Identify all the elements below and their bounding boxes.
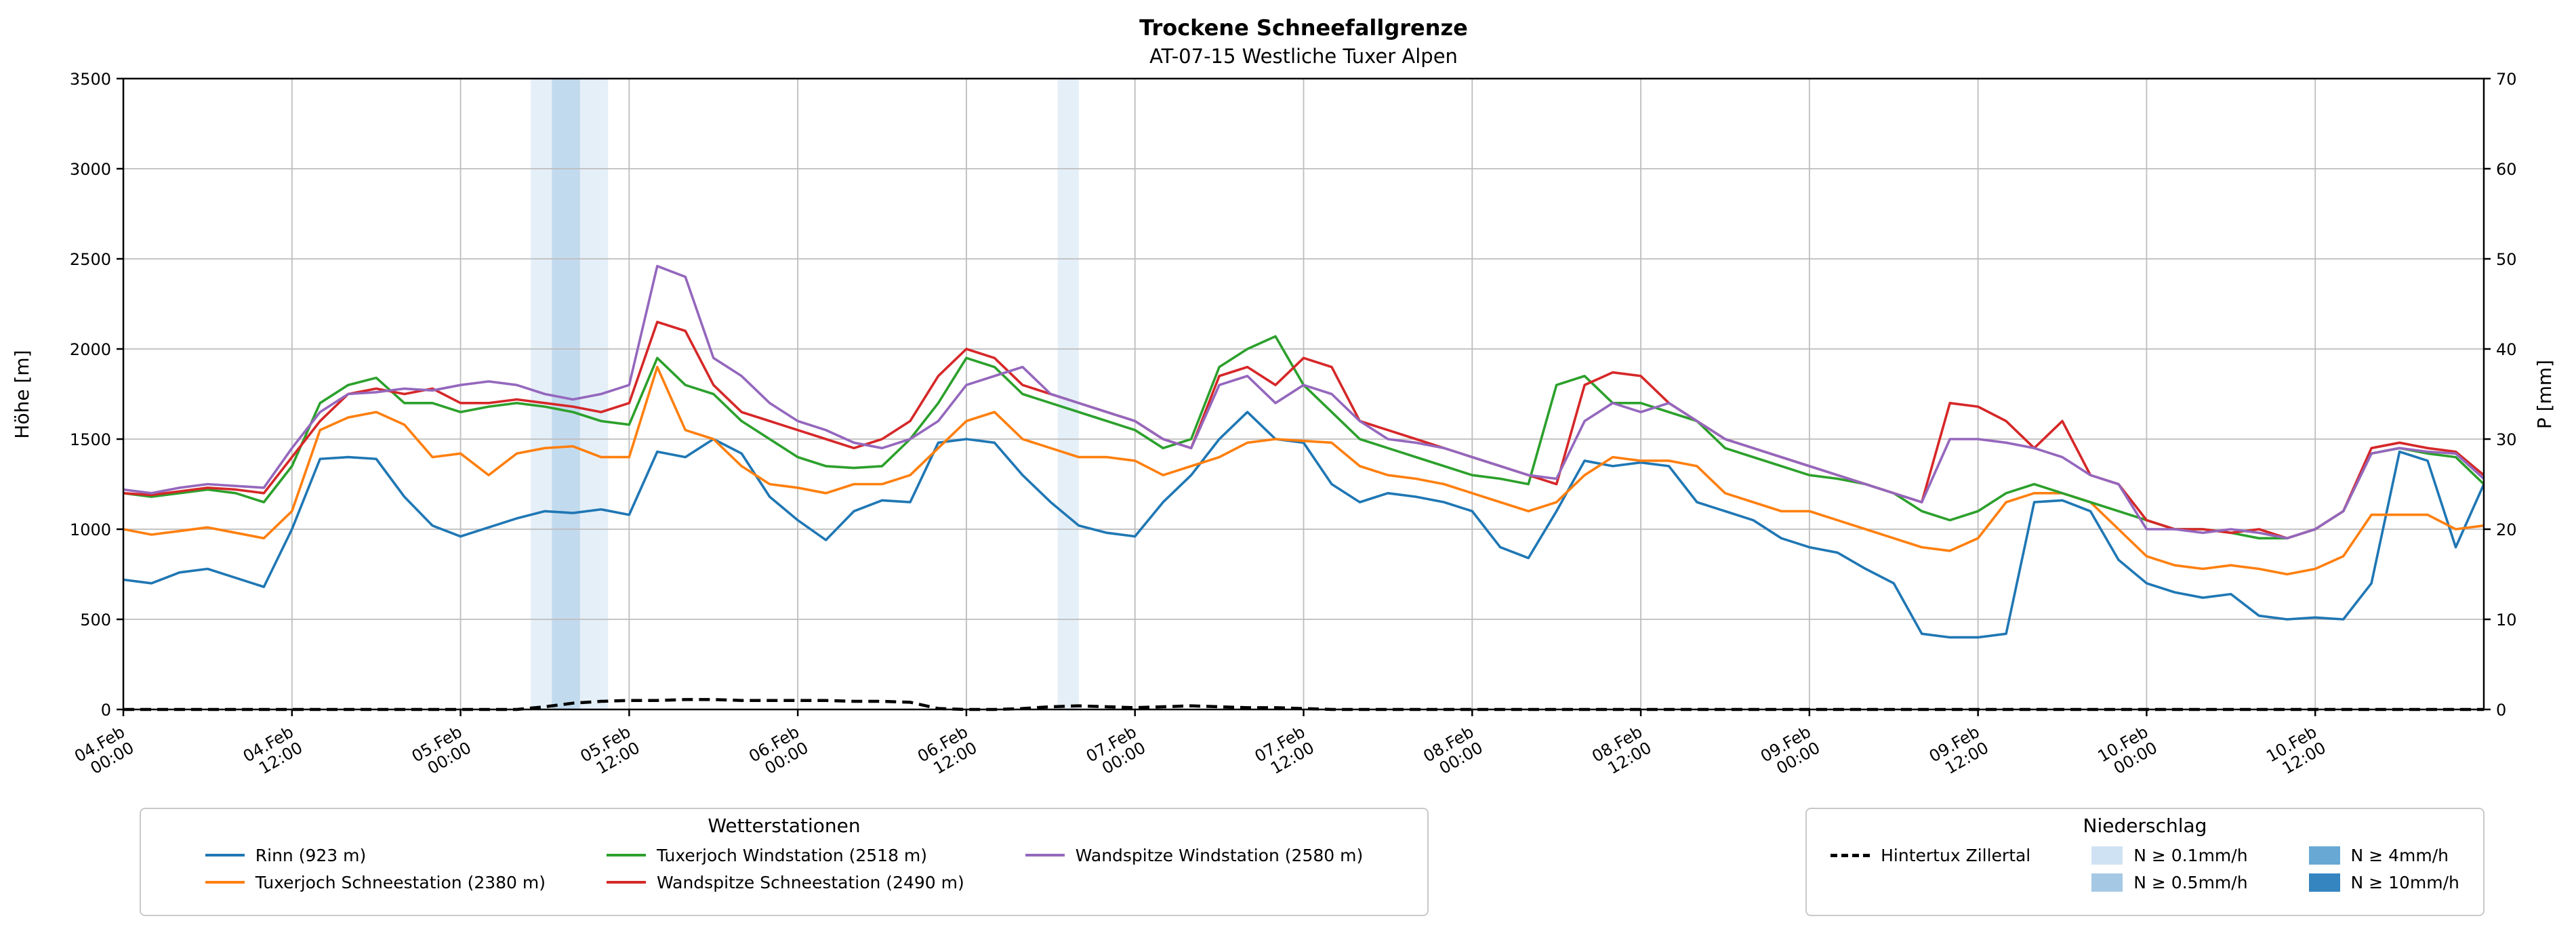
y-tick-label-left: 3000 (70, 160, 111, 179)
hintertux-dashed-line-swatch (1831, 853, 1870, 857)
legend-entry-n05: N ≥ 0.5mm/h (2091, 872, 2248, 892)
legend-entry-tuxerjoch-windstation: Tuxerjoch Windstation (2518 m) (607, 846, 964, 865)
legend-niederschlag-title: Niederschlag (2083, 814, 2207, 837)
x-tick-label: 04.Feb12:00 (240, 722, 306, 782)
y-axis-label-left: Höhe [m] (11, 350, 33, 438)
legend-label: Wandspitze Windstation (2580 m) (1075, 845, 1364, 865)
legend-entry-hintertux: Hintertux Zillertal (1831, 846, 2030, 865)
legend-wetterstationen-entries: Rinn (923 m) Tuxerjoch Schneestation (23… (157, 842, 1411, 896)
y-axis-label-right: P [mm] (2533, 360, 2556, 429)
x-tick-label: 07.Feb00:00 (1083, 722, 1149, 782)
y-tick-label-right: 40 (2496, 340, 2517, 359)
legend-entry-n10: N ≥ 10mm/h (2308, 872, 2459, 892)
legend-label: N ≥ 4mm/h (2350, 845, 2449, 865)
legend-label: Rinn (923 m) (255, 845, 367, 865)
y-tick-label-left: 2500 (70, 250, 111, 269)
legend-niederschlag-entries: Hintertux Zillertal N ≥ 0.1mm/h N ≥ 0.5m… (1823, 842, 2467, 896)
precip-band (552, 79, 580, 709)
y-tick-label-left: 2000 (70, 340, 111, 359)
legend-wetterstationen-title: Wetterstationen (708, 814, 861, 837)
x-tick-label: 10.Feb12:00 (2263, 722, 2329, 782)
legend-label: N ≥ 10mm/h (2350, 872, 2459, 892)
legend-entry-rinn: Rinn (923 m) (205, 846, 546, 865)
tuxerjoch-windstation-line-swatch (607, 854, 647, 856)
y-tick-label-left: 3500 (70, 70, 111, 89)
rinn-line-swatch (205, 854, 245, 856)
y-tick-label-right: 0 (2496, 701, 2506, 720)
tuxerjoch-schneestation-line-swatch (205, 881, 245, 884)
legend-label: Wandspitze Schneestation (2490 m) (657, 872, 964, 892)
legend-label: Hintertux Zillertal (1881, 845, 2031, 865)
y-tick-label-right: 10 (2496, 611, 2517, 629)
x-tick-label: 07.Feb12:00 (1252, 722, 1317, 782)
precip-10-patch-swatch (2308, 873, 2340, 892)
y-tick-label-left: 1500 (70, 430, 111, 449)
legend-niederschlag: Niederschlag Hintertux Zillertal N ≥ 0.1… (1805, 808, 2485, 916)
legend-entry-wandspitze-windstation: Wandspitze Windstation (2580 m) (1025, 845, 1364, 865)
y-tick-label-left: 1000 (70, 520, 111, 539)
legend-wetterstationen: Wetterstationen Rinn (923 m) Tuxerjoch S… (140, 808, 1429, 916)
y-tick-label-right: 70 (2496, 70, 2517, 89)
legend-entry-n4: N ≥ 4mm/h (2308, 845, 2459, 865)
legend-label: N ≥ 0.5mm/h (2133, 872, 2248, 892)
x-tick-label: 09.Feb00:00 (1757, 722, 1823, 782)
x-tick-label: 10.Feb00:00 (2095, 722, 2161, 782)
chart-title: Trockene Schneefallgrenze (1139, 15, 1468, 41)
x-tick-label: 09.Feb12:00 (1926, 722, 1992, 782)
legend-entry-tuxerjoch-schneestation: Tuxerjoch Schneestation (2380 m) (205, 873, 546, 892)
wandspitze-windstation-line-swatch (1025, 854, 1065, 856)
x-tick-label: 08.Feb00:00 (1420, 722, 1486, 782)
x-tick-label: 05.Feb12:00 (577, 722, 642, 782)
legend-entry-wandspitze-schneestation: Wandspitze Schneestation (2490 m) (607, 873, 964, 892)
precip-01-patch-swatch (2091, 846, 2123, 865)
x-tick-label: 05.Feb00:00 (409, 722, 474, 782)
precip-05-patch-swatch (2091, 873, 2123, 892)
legend-label: Tuxerjoch Windstation (2518 m) (657, 845, 928, 865)
y-tick-label-left: 500 (80, 611, 111, 629)
x-tick-label: 06.Feb00:00 (745, 722, 811, 782)
legend-label: N ≥ 0.1mm/h (2133, 845, 2248, 865)
chart-subtitle: AT-07-15 Westliche Tuxer Alpen (1149, 45, 1458, 68)
x-tick-label: 06.Feb12:00 (914, 722, 980, 782)
series-line-rinn-923-m (123, 411, 2485, 639)
y-tick-label-right: 30 (2496, 430, 2517, 449)
y-tick-label-right: 20 (2496, 520, 2517, 539)
y-tick-label-right: 50 (2496, 250, 2517, 269)
legend-label: Tuxerjoch Schneestation (2380 m) (255, 872, 546, 892)
wandspitze-schneestation-line-swatch (607, 881, 647, 884)
precip-band (1057, 79, 1079, 709)
y-tick-label-left: 0 (101, 701, 111, 720)
y-tick-label-right: 60 (2496, 160, 2517, 179)
x-tick-label: 04.Feb00:00 (71, 722, 137, 782)
x-tick-label: 08.Feb12:00 (1589, 722, 1654, 782)
legend-entry-n01: N ≥ 0.1mm/h (2091, 845, 2248, 865)
series-line-wandspitze-windstation-2580-m (123, 264, 2485, 540)
precip-4-patch-swatch (2308, 846, 2340, 865)
